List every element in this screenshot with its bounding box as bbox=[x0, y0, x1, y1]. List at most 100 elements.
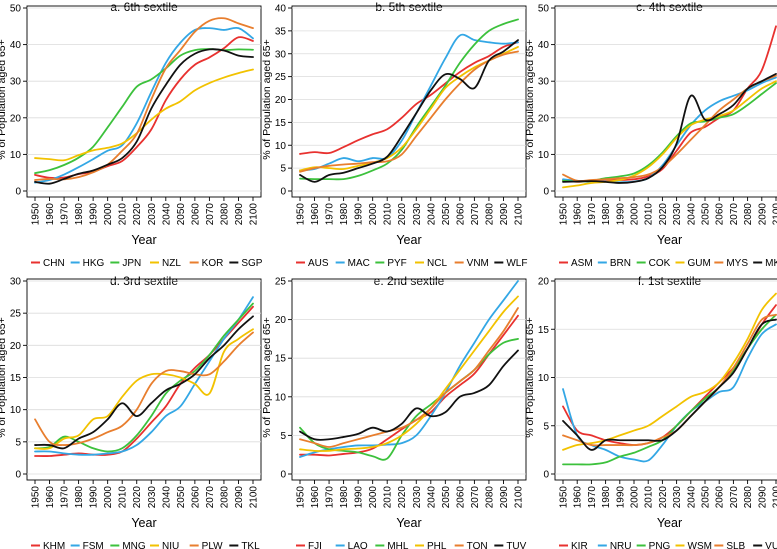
legend-item-gum: GUM bbox=[675, 258, 711, 269]
legend-item-fji: FJI bbox=[296, 541, 322, 549]
x-tick-label: 1980 bbox=[601, 486, 612, 509]
legend-label: NRU bbox=[610, 541, 632, 549]
legend-item-sgp: SGP bbox=[229, 258, 263, 269]
x-tick-label: 2100 bbox=[514, 486, 525, 509]
x-tick-label: 1970 bbox=[325, 203, 336, 226]
y-tick-label: 20 bbox=[10, 113, 22, 124]
legend-item-khm: KHM bbox=[31, 541, 65, 549]
legend-item-asm: ASM bbox=[559, 258, 593, 269]
x-tick-label: 2090 bbox=[234, 203, 245, 226]
x-tick-label: 1980 bbox=[339, 486, 350, 509]
legend-label: MKD bbox=[765, 258, 777, 269]
x-tick-label: 1970 bbox=[60, 203, 71, 226]
x-tick-label: 1970 bbox=[325, 486, 336, 509]
legend-item-lao: LAO bbox=[335, 541, 368, 549]
legend-item-cok: COK bbox=[636, 258, 671, 269]
y-tick-label: 5 bbox=[280, 164, 286, 175]
x-tick-label: 2070 bbox=[470, 203, 481, 226]
plot-frame bbox=[26, 5, 262, 198]
x-tick-label: 2010 bbox=[118, 203, 129, 226]
y-tick-label: 20 bbox=[275, 95, 287, 106]
y-tick-label: 10 bbox=[275, 141, 287, 152]
series-line-kor bbox=[34, 17, 254, 181]
legend-item-niu: NIU bbox=[150, 541, 179, 549]
x-tick-label: 2050 bbox=[701, 486, 712, 509]
legend-item-wlf: WLF bbox=[494, 258, 527, 269]
legend-item-mhl: MHL bbox=[375, 541, 409, 549]
legend-item-hkg: HKG bbox=[70, 258, 105, 269]
x-tick-label: 2000 bbox=[103, 486, 114, 509]
y-axis-label: % of Population aged 65+ bbox=[261, 317, 273, 438]
y-axis-label: % of Population aged 65+ bbox=[0, 39, 8, 160]
series-line-tuv bbox=[299, 349, 519, 441]
x-axis-label: Year bbox=[396, 233, 421, 247]
x-tick-label: 2030 bbox=[412, 203, 423, 226]
legend-label: MHL bbox=[387, 541, 409, 549]
legend-item-nru: NRU bbox=[597, 541, 632, 549]
x-tick-label: 2010 bbox=[644, 203, 655, 226]
y-tick-label: 30 bbox=[275, 49, 287, 60]
legend-label: SGP bbox=[241, 258, 262, 269]
legend-label: KHM bbox=[43, 541, 65, 549]
legend-label: COK bbox=[649, 258, 671, 269]
legend-label: KIR bbox=[571, 541, 588, 549]
legend-item-tkl: TKL bbox=[229, 541, 260, 549]
x-tick-label: 2100 bbox=[249, 203, 260, 226]
x-tick-label: 2080 bbox=[743, 486, 754, 509]
series-line-vnm bbox=[299, 50, 519, 173]
y-tick-label: 15 bbox=[275, 118, 287, 129]
x-tick-label: 2080 bbox=[219, 486, 230, 509]
y-tick-label: 10 bbox=[538, 150, 550, 161]
x-tick-label: 1980 bbox=[74, 203, 85, 226]
panel-title: c. 4th sextile bbox=[636, 0, 703, 14]
legend-label: GUM bbox=[688, 258, 711, 269]
y-tick-label: 0 bbox=[280, 470, 286, 481]
y-tick-label: 0 bbox=[543, 470, 549, 481]
legend-item-slb: SLB bbox=[714, 541, 746, 549]
legend-item-tuv: TUV bbox=[494, 541, 527, 549]
legend-item-vnm: VNM bbox=[454, 258, 489, 269]
legend-item-mac: MAC bbox=[335, 258, 370, 269]
x-tick-label: 1970 bbox=[587, 203, 598, 226]
y-tick-label: 50 bbox=[538, 4, 550, 15]
legend-label: SLB bbox=[726, 541, 745, 549]
y-tick-label: 25 bbox=[275, 277, 287, 288]
y-axis-label: % of Population aged 65+ bbox=[0, 317, 8, 438]
x-tick-label: 1960 bbox=[573, 486, 584, 509]
legend-label: FSM bbox=[83, 541, 104, 549]
x-tick-label: 1960 bbox=[310, 486, 321, 509]
legend-label: NZL bbox=[162, 258, 181, 269]
y-tick-label: 30 bbox=[10, 77, 22, 88]
legend-label: AUS bbox=[308, 258, 329, 269]
x-tick-label: 1960 bbox=[310, 203, 321, 226]
x-tick-label: 2090 bbox=[499, 486, 510, 509]
x-tick-label: 2040 bbox=[426, 203, 437, 226]
legend-item-png: PNG bbox=[636, 541, 671, 549]
series-line-sgp bbox=[34, 48, 254, 185]
x-tick-label: 2030 bbox=[672, 486, 683, 509]
y-tick-label: 50 bbox=[10, 4, 22, 15]
x-tick-label: 1990 bbox=[354, 203, 365, 226]
legend-label: MAC bbox=[348, 258, 370, 269]
panel-b-5th-sextile: b. 5th sextile 0 5 10 15 20 25 30 35 40 1950 1960 19… bbox=[261, 0, 527, 269]
series-line-wsm bbox=[562, 292, 777, 451]
x-tick-label: 2050 bbox=[441, 203, 452, 226]
x-axis-label: Year bbox=[396, 516, 421, 530]
legend-label: TKL bbox=[241, 541, 260, 549]
x-tick-label: 2070 bbox=[205, 203, 216, 226]
x-tick-label: 1950 bbox=[296, 203, 307, 226]
legend-label: LAO bbox=[348, 541, 368, 549]
legend-label: FJI bbox=[308, 541, 322, 549]
legend-label: PLW bbox=[202, 541, 223, 549]
legend-label: TUV bbox=[506, 541, 526, 549]
x-tick-label: 2020 bbox=[658, 486, 669, 509]
y-tick-label: 20 bbox=[538, 113, 550, 124]
series-line-niu bbox=[34, 328, 254, 450]
y-tick-label: 20 bbox=[538, 277, 550, 288]
y-tick-label: 5 bbox=[280, 431, 286, 442]
x-tick-label: 2000 bbox=[630, 486, 641, 509]
y-tick-label: 10 bbox=[10, 405, 22, 416]
x-tick-label: 1990 bbox=[89, 486, 100, 509]
